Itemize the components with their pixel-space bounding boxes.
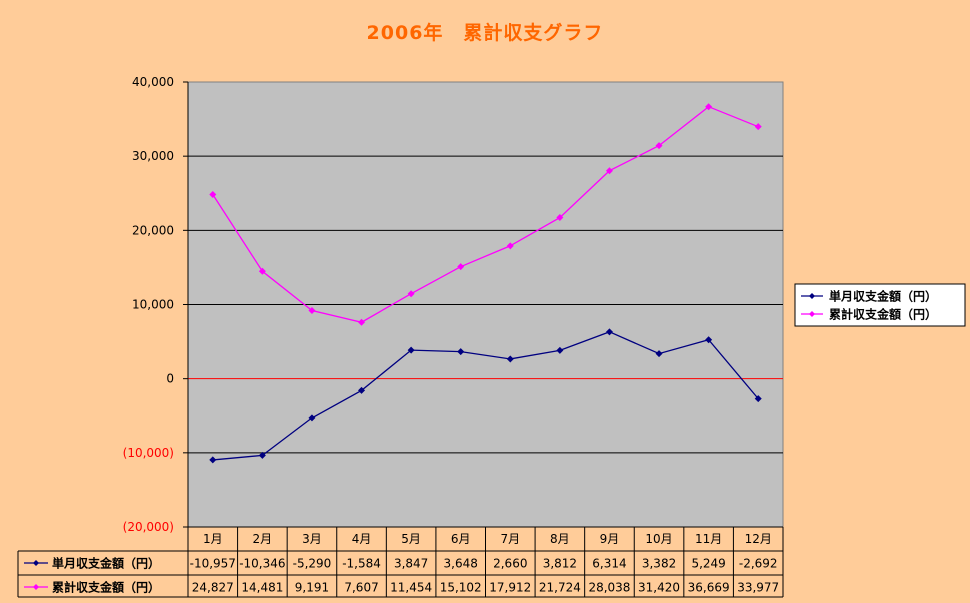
data-point (358, 386, 366, 394)
table-cell-value: 3,648 (444, 557, 478, 571)
y-tick-label: 10,000 (132, 298, 174, 312)
data-point (655, 350, 663, 358)
legend-box (794, 283, 966, 327)
table-cell-value: 33,977 (737, 581, 779, 595)
data-point (605, 328, 613, 336)
x-category-label: 1月 (203, 532, 223, 546)
legend-entry: 単月収支金額（円） (829, 289, 937, 304)
x-category-label: 11月 (695, 532, 722, 546)
x-category-label: 2月 (253, 532, 273, 546)
data-point (705, 336, 713, 344)
data-point (556, 346, 564, 354)
x-category-label: 6月 (451, 532, 471, 546)
data-point (605, 167, 613, 175)
legend-entry: 累計収支金額（円） (829, 307, 937, 322)
x-category-label: 9月 (600, 532, 620, 546)
data-point (754, 123, 762, 131)
table-series-name: 単月収支金額（円） (52, 556, 160, 571)
data-point (457, 348, 465, 356)
table-series-name: 累計収支金額（円） (52, 580, 160, 595)
table-cell-value: 2,660 (493, 557, 527, 571)
table-cell-value: -5,290 (293, 557, 332, 571)
y-tick-label: 30,000 (132, 149, 174, 163)
data-point (258, 267, 266, 275)
table-legend-key-marker (33, 584, 39, 590)
table-cell-value: 36,669 (688, 581, 730, 595)
table-cell-value: 28,038 (588, 581, 630, 595)
table-cell-value: 17,912 (489, 581, 531, 595)
x-category-label: 12月 (745, 532, 772, 546)
table-cell-value: 5,249 (691, 557, 725, 571)
x-category-label: 3月 (302, 532, 322, 546)
series-line (212, 331, 759, 461)
x-category-label: 5月 (401, 532, 421, 546)
data-point (308, 307, 316, 315)
x-category-label: 8月 (550, 532, 570, 546)
chart-title: 2006年 累計収支グラフ (366, 22, 604, 44)
data-point (209, 456, 217, 464)
series-line (212, 105, 759, 323)
legend-key-marker (809, 293, 815, 299)
data-point (506, 355, 514, 363)
y-tick-label: 20,000 (132, 223, 174, 237)
table-cell-value: 3,382 (642, 557, 676, 571)
table-cell-value: 11,454 (390, 581, 432, 595)
x-category-label: 10月 (645, 532, 672, 546)
table-cell-value: 3,812 (543, 557, 577, 571)
table-cell-value: -10,957 (190, 557, 236, 571)
table-cell-value: 14,481 (241, 581, 283, 595)
table-cell-value: 6,314 (592, 557, 626, 571)
y-tick-label: (10,000) (123, 446, 174, 460)
y-tick-label: 40,000 (132, 75, 174, 89)
y-tick-label: 0 (166, 372, 174, 386)
table-cell-value: 24,827 (192, 581, 234, 595)
data-point (407, 346, 415, 354)
table-cell-value: -2,692 (739, 557, 778, 571)
data-point (308, 414, 316, 422)
table-cell-value: 7,607 (344, 581, 378, 595)
y-tick-label: (20,000) (123, 520, 174, 534)
table-cell-value: 9,191 (295, 581, 329, 595)
x-category-label: 4月 (352, 532, 372, 546)
data-point (506, 242, 514, 250)
data-point (358, 318, 366, 326)
data-point (556, 214, 564, 222)
table-cell-value: 31,420 (638, 581, 680, 595)
table-cell-value: -1,584 (342, 557, 381, 571)
table-cell-value: -10,346 (239, 557, 285, 571)
table-cell-value: 21,724 (539, 581, 581, 595)
table-legend-key-marker (33, 560, 39, 566)
data-point (655, 142, 663, 150)
table-cell-value: 15,102 (440, 581, 482, 595)
data-point (209, 191, 217, 199)
data-point (258, 451, 266, 459)
data-point (407, 290, 415, 298)
table-cell-value: 3,847 (394, 557, 428, 571)
data-point (457, 263, 465, 271)
legend-key-marker (809, 311, 815, 317)
data-point (705, 103, 713, 111)
data-point (754, 395, 762, 403)
x-category-label: 7月 (500, 532, 520, 546)
